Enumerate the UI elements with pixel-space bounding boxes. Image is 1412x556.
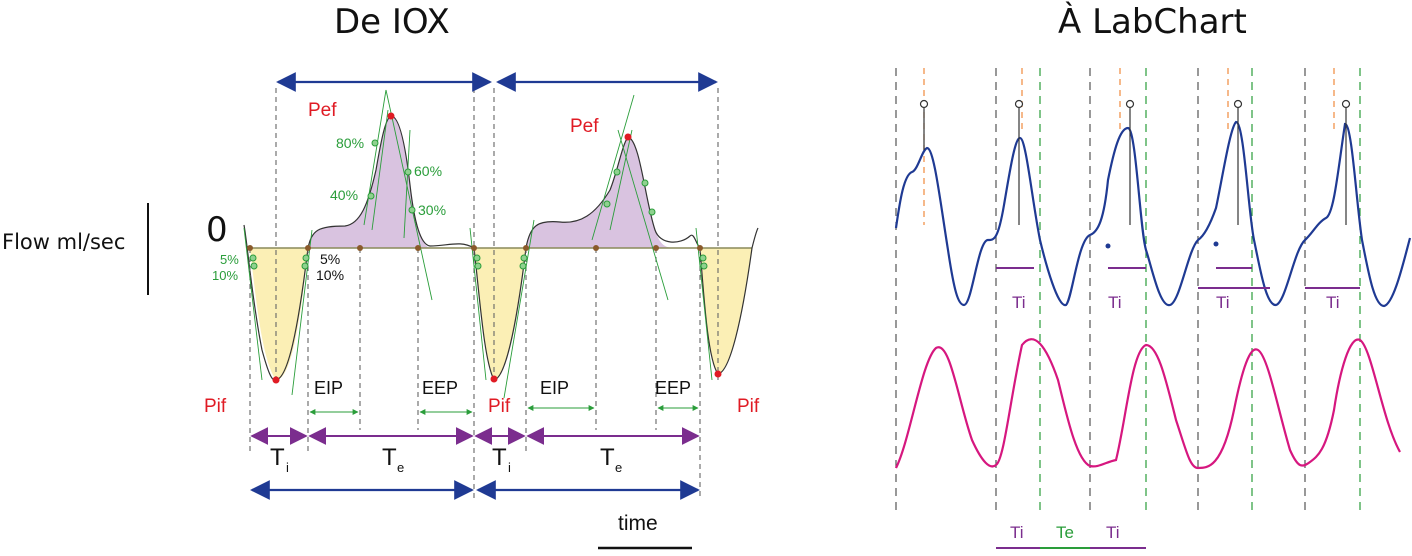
pct-80-label: 80% xyxy=(336,135,364,151)
svg-text:e: e xyxy=(615,460,622,475)
svg-text:T: T xyxy=(382,444,397,471)
left-tangent-lines xyxy=(243,89,713,399)
ti-label-2: T i xyxy=(492,444,511,475)
pif-label-1: Pif xyxy=(204,396,227,417)
expiratory-fill-1 xyxy=(308,116,430,248)
inspiratory-fill-3 xyxy=(700,248,752,374)
ti-label-1: T i xyxy=(270,444,289,475)
left-guide-lines xyxy=(249,88,719,500)
pct-5-mid-label: 5% xyxy=(320,251,340,267)
right-ti-label-4: Ti xyxy=(1326,293,1340,312)
right-ti-label-3: Ti xyxy=(1216,293,1230,312)
svg-text:i: i xyxy=(286,460,289,475)
te-label-2: T e xyxy=(600,444,622,475)
eep-label-2: EEP xyxy=(655,378,691,398)
svg-text:T: T xyxy=(492,444,507,471)
bottom-ti-label-2: Ti xyxy=(1106,523,1120,542)
pef-label-2: Pef xyxy=(570,116,599,137)
right-onset-dots xyxy=(1105,241,1219,249)
inspiratory-fill-1 xyxy=(250,248,308,380)
bottom-ti-label-1: Ti xyxy=(1010,523,1024,542)
pct-40-label: 40% xyxy=(330,187,358,203)
right-peak-markers xyxy=(919,99,1351,225)
left-panel-title: De IOX xyxy=(334,2,450,42)
pct-10-left-label: 10% xyxy=(212,268,238,283)
pct-30-label: 30% xyxy=(418,202,446,218)
pct-60-label: 60% xyxy=(414,163,442,179)
percentage-markers xyxy=(249,139,708,270)
baseline-crossing-dots xyxy=(247,245,703,251)
pif-label-3: Pif xyxy=(737,396,760,417)
eip-label-1: EIP xyxy=(314,378,343,398)
pct-5-left-label: 5% xyxy=(220,252,239,267)
zero-label: 0 xyxy=(206,210,228,250)
expiratory-fill-2 xyxy=(526,137,675,248)
y-axis-label: Flow ml/sec xyxy=(2,230,126,254)
right-panel: Ti Ti Ti Ti Ti Te Ti xyxy=(894,68,1412,549)
te-label-1: T e xyxy=(382,444,404,475)
right-green-dashes xyxy=(1039,68,1361,515)
left-panel: Pef Pef Pif Pif Pif 80% 60% 40% 30% 5% 1… xyxy=(204,72,760,550)
right-pressure-trace xyxy=(895,338,1401,470)
svg-text:i: i xyxy=(508,460,511,475)
time-label: time xyxy=(618,512,658,535)
right-ti-bars xyxy=(996,267,1360,289)
peak-points xyxy=(272,112,722,384)
svg-text:T: T xyxy=(270,444,285,471)
right-ti-label-2: Ti xyxy=(1108,293,1122,312)
right-gray-dashes xyxy=(895,68,1306,515)
pif-label-2: Pif xyxy=(488,396,511,417)
pct-10-mid-label: 10% xyxy=(316,267,344,283)
svg-text:e: e xyxy=(397,460,404,475)
svg-text:T: T xyxy=(600,444,615,471)
bottom-te-label: Te xyxy=(1056,523,1074,542)
eip-label-2: EIP xyxy=(540,378,569,398)
right-flow-trace xyxy=(894,120,1412,308)
right-ti-label-1: Ti xyxy=(1012,293,1026,312)
inspiratory-fill-2 xyxy=(474,248,526,380)
right-panel-title: À LabChart xyxy=(1058,2,1247,42)
pef-label-1: Pef xyxy=(308,100,337,121)
right-orange-dashes xyxy=(923,68,1335,225)
eep-label-1: EEP xyxy=(422,378,458,398)
